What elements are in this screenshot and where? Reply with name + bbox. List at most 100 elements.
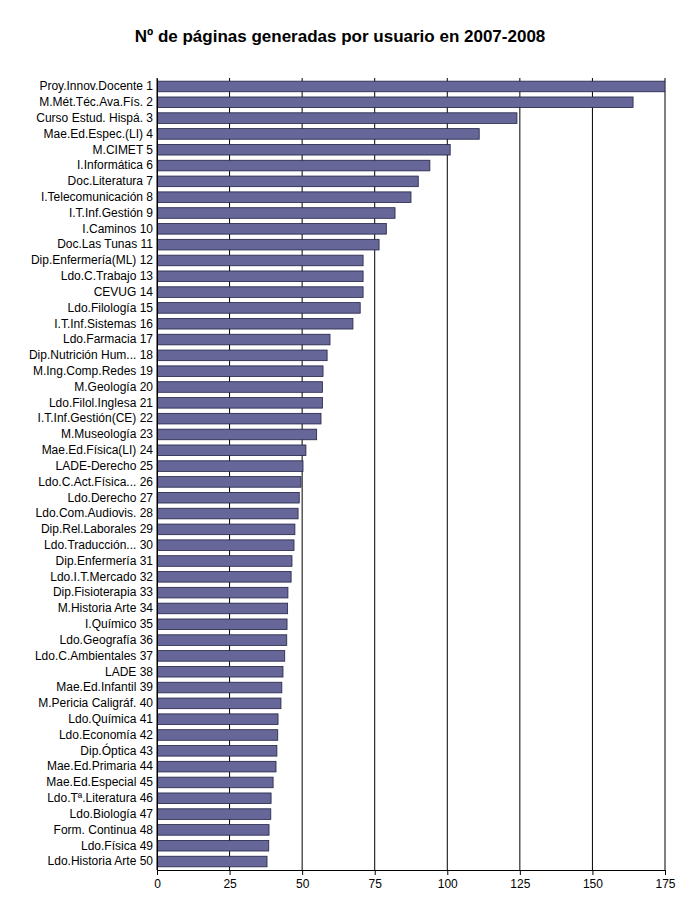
tick: Mae.Ed.Espec.(LI) 4 — [44, 127, 157, 141]
grid — [157, 78, 665, 870]
bar — [157, 603, 288, 614]
tick-label: Ldo.Filol.Inglesa 21 — [49, 396, 153, 410]
tick: I.Químico 35 — [85, 617, 157, 631]
tick-label: Ldo.Economía 42 — [59, 728, 153, 742]
tick-label: Dip.Enfermería(ML) 12 — [31, 253, 153, 267]
tick-label: M.CIMET 5 — [93, 143, 154, 157]
tick-label: Ldo.Biología 47 — [70, 807, 154, 821]
bar — [157, 856, 267, 867]
tick-label: Ldo.Farmacia 17 — [63, 332, 153, 346]
bar — [157, 492, 299, 503]
tick-mark — [592, 870, 593, 875]
tick-label: 0 — [154, 877, 161, 891]
tick-label: Ldo.Derecho 27 — [68, 491, 154, 505]
tick-label: M.Pericia Caligráf. 40 — [38, 696, 153, 710]
tick-label: 50 — [296, 877, 310, 891]
tick-label: Ldo.Tª.Literatura 46 — [47, 791, 153, 805]
tick-label: Doc.Literatura 7 — [68, 174, 154, 188]
bar — [157, 429, 317, 440]
tick-label: 125 — [510, 877, 530, 891]
bar — [157, 761, 276, 772]
bar — [157, 793, 271, 804]
grid-line — [665, 78, 666, 870]
tick-label: Form. Continua 48 — [54, 823, 154, 837]
tick-label: Doc.Las Tunas 11 — [57, 237, 153, 251]
tick: Ldo.Filol.Inglesa 21 — [49, 396, 157, 410]
tick: I.T.Inf.Sistemas 16 — [54, 317, 157, 331]
tick: Ldo.Química 41 — [68, 712, 157, 726]
bar — [157, 508, 298, 519]
tick-label: I.T.Inf.Gestión(CE) 22 — [38, 411, 154, 425]
bar — [157, 477, 301, 488]
tick-label: Ldo.Filología 15 — [68, 301, 154, 315]
tick: 175 — [655, 870, 675, 891]
tick: I.T.Inf.Gestión(CE) 22 — [38, 411, 157, 425]
tick-label: M.Ing.Comp.Redes 19 — [33, 364, 153, 378]
bar — [157, 445, 306, 456]
bar — [157, 682, 282, 693]
tick: M.CIMET 5 — [93, 143, 157, 157]
tick: Mae.Ed.Especial 45 — [46, 775, 157, 789]
tick-label: Dip.Enfermería 31 — [56, 554, 154, 568]
tick: 100 — [438, 870, 458, 891]
tick-label: Dip.Nutrición Hum... 18 — [29, 348, 153, 362]
tick: Ldo.Geografía 36 — [60, 633, 157, 647]
tick-label: I.Telecomunicación 8 — [41, 190, 153, 204]
bar — [157, 350, 327, 361]
tick: Ldo.Física 49 — [81, 839, 157, 853]
plot: 0255075100125150175Proy.Innov.Docente 1M… — [29, 78, 676, 891]
tick: I.T.Inf.Gestión 9 — [69, 206, 157, 220]
tick-label: Mae.Ed.Espec.(LI) 4 — [44, 127, 154, 141]
tick: Ldo.Tª.Literatura 46 — [47, 791, 157, 805]
grid-line — [592, 78, 593, 870]
tick: Ldo.Derecho 27 — [68, 491, 157, 505]
bar — [157, 556, 292, 567]
tick: CEVUG 14 — [94, 285, 157, 299]
bar — [157, 840, 269, 851]
tick-label: I.Caminos 10 — [82, 222, 153, 236]
tick-mark — [302, 870, 303, 875]
tick-label: Mae.Ed.Especial 45 — [46, 775, 153, 789]
tick-label: Proy.Innov.Docente 1 — [39, 79, 153, 93]
bar — [157, 524, 295, 535]
bar — [157, 461, 303, 472]
tick-label: 175 — [655, 877, 675, 891]
tick: Dip.Óptica 43 — [80, 743, 157, 758]
bar — [157, 224, 386, 235]
tick-label: Ldo.Física 49 — [81, 839, 153, 853]
tick: Ldo.C.Act.Física... 26 — [38, 475, 157, 489]
tick-label: I.Químico 35 — [85, 617, 153, 631]
tick-label: 100 — [438, 877, 458, 891]
tick-mark — [665, 870, 666, 875]
bar — [157, 176, 418, 187]
bar — [157, 192, 411, 203]
tick: Ldo.C.Trabajo 13 — [61, 269, 157, 283]
tick: Ldo.Traducción... 30 — [44, 538, 157, 552]
tick: 25 — [223, 870, 237, 891]
bar — [157, 825, 269, 836]
tick: Ldo.Farmacia 17 — [63, 332, 157, 346]
tick: 125 — [510, 870, 530, 891]
tick: M.Historia Arte 34 — [58, 601, 157, 615]
tick-mark — [520, 870, 521, 875]
bars — [157, 81, 665, 867]
tick: Dip.Rel.Laborales 29 — [41, 522, 157, 536]
bar — [157, 635, 287, 646]
tick-label: Dip.Óptica 43 — [80, 743, 153, 758]
bar — [157, 113, 517, 124]
tick-mark — [230, 870, 231, 875]
axis-line — [158, 871, 666, 876]
tick-label: M.Historia Arte 34 — [58, 601, 154, 615]
bar — [157, 97, 633, 108]
bar — [157, 239, 379, 250]
tick-mark — [157, 870, 158, 875]
tick-label: M.Museología 23 — [61, 427, 153, 441]
tick: Ldo.Biología 47 — [70, 807, 157, 821]
tick: Ldo.Com.Audiovis. 28 — [36, 506, 157, 520]
tick-label: Mae.Ed.Primaria 44 — [47, 759, 153, 773]
tick: I.Caminos 10 — [82, 222, 157, 236]
tick-label: 150 — [583, 877, 603, 891]
bar — [157, 587, 288, 598]
tick: 0 — [154, 870, 161, 891]
tick-label: CEVUG 14 — [94, 285, 154, 299]
